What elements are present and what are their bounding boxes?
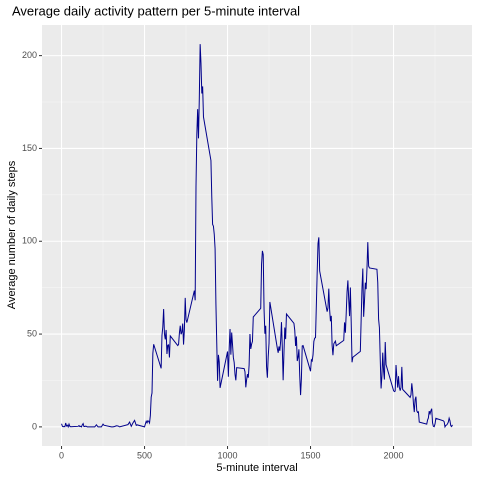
chart-title: Average daily activity pattern per 5-min…: [12, 3, 300, 18]
x-tick-label: 500: [137, 450, 152, 460]
x-tick-label: 2000: [384, 450, 404, 460]
x-axis-label: 5-minute interval: [216, 462, 297, 474]
y-tick-label: 150: [22, 143, 37, 153]
y-tick-label: 200: [22, 50, 37, 60]
y-axis-label: Average number of daily steps: [6, 160, 18, 309]
y-tick-label: 50: [27, 328, 37, 338]
panel: [42, 25, 472, 446]
x-tick-label: 1000: [218, 450, 238, 460]
x-tick-label: 1500: [301, 450, 321, 460]
x-tick-label: 0: [59, 450, 64, 460]
data-line: [61, 44, 453, 429]
y-tick-label: 100: [22, 236, 37, 246]
y-tick-label: 0: [32, 421, 37, 431]
